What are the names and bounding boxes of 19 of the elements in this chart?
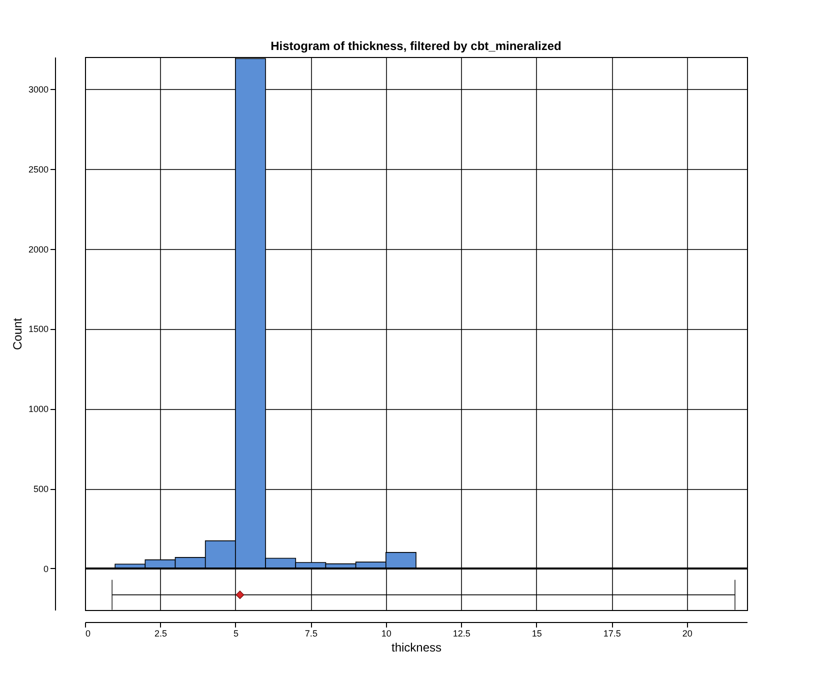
x-tick-label: 5 (233, 628, 238, 638)
y-axis-title: Count (10, 317, 24, 350)
y-tick-label: 500 (33, 484, 48, 494)
x-tick-label: 12.5 (452, 628, 470, 638)
y-tick-label: 1500 (28, 324, 48, 334)
x-tick-label: 2.5 (154, 628, 167, 638)
y-tick-label: 0 (43, 564, 48, 574)
y-tick-label: 1000 (28, 404, 48, 414)
x-tick-label: 0 (86, 628, 91, 638)
chart-title: Histogram of thickness, filtered by cbt_mineralized (270, 39, 562, 53)
x-tick-label: 15 (532, 628, 542, 638)
y-tick-label: 3000 (28, 84, 48, 94)
x-tick-label: 20 (682, 628, 692, 638)
x-tick-label: 10 (381, 628, 392, 638)
y-tick-label: 2500 (28, 164, 48, 174)
y-tick-label: 2000 (28, 244, 48, 254)
x-axis-title: thickness (391, 640, 442, 654)
x-tick-label: 17.5 (603, 628, 621, 638)
x-tick-label: 7.5 (304, 628, 318, 638)
